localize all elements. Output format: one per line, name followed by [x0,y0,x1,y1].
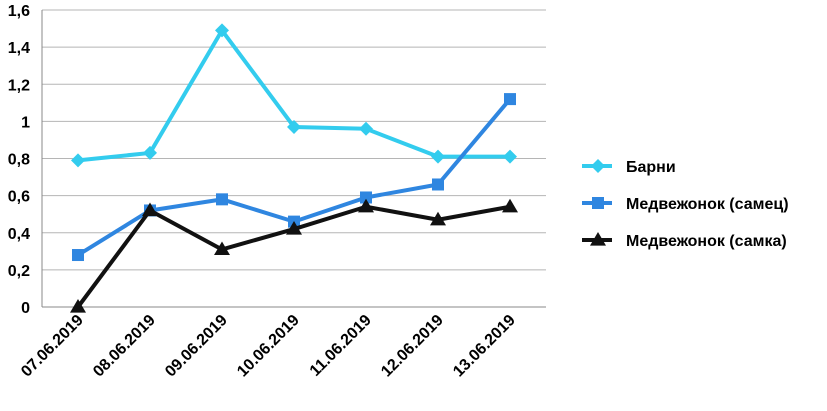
x-tick-label: 10.06.2019 [234,312,303,381]
data-point [216,193,228,206]
data-point [72,249,84,262]
legend-label: Барни [626,159,676,176]
y-tick-label: 1,4 [8,40,30,57]
legend: Барни Медвежонок (самец) Медвежонок (самка… [582,159,789,250]
x-tick-label: 12.06.2019 [378,312,447,381]
legend-item: Медвежонок (самка) [582,232,787,250]
data-point [71,153,85,168]
legend-marker [590,232,606,246]
y-tick-label: 0 [21,300,30,317]
x-tick-label: 11.06.2019 [307,312,375,380]
x-tick-label: 13.06.2019 [450,312,519,381]
data-point [431,149,445,164]
x-axis-ticks: 07.06.2019 08.06.2019 09.06.2019 10.06.2019… [18,312,519,381]
x-tick-label: 07.06.2019 [18,312,87,381]
x-tick-label: 08.06.2019 [90,312,159,381]
legend-marker [592,197,604,209]
series-group [70,23,518,313]
legend-item: Медвежонок (самец) [582,196,789,213]
y-tick-label: 1 [21,114,30,131]
data-point [502,198,518,213]
data-point [143,145,157,160]
series-3 [70,198,518,313]
y-tick-label: 0,8 [8,152,30,169]
legend-label: Медвежонок (самка) [626,233,787,250]
data-point [360,191,372,204]
data-point [430,211,446,226]
data-point [504,93,516,106]
series-1 [71,23,517,168]
x-tick-label: 09.06.2019 [162,312,231,381]
legend-label: Медвежонок (самец) [626,196,789,213]
data-point [503,149,517,164]
data-point [286,221,302,235]
y-axis-ticks: 0 0,2 0,4 0,6 0,8 1 1,2 1,4 1,6 [8,3,30,317]
series-line [77,28,510,163]
data-point [287,119,301,134]
y-tick-label: 1,2 [8,77,30,94]
y-tick-label: 0,6 [8,189,30,206]
data-point [358,198,374,213]
data-point [215,23,229,38]
data-point [359,121,373,136]
legend-item: Барни [582,159,676,176]
y-tick-label: 1,6 [8,3,30,20]
data-point [214,241,230,256]
y-tick-label: 0,4 [8,226,30,243]
y-tick-label: 0,2 [8,263,30,280]
series-2 [72,93,516,262]
data-point [142,202,158,217]
legend-marker [591,159,605,173]
data-point [432,178,444,191]
data-point [70,299,86,313]
